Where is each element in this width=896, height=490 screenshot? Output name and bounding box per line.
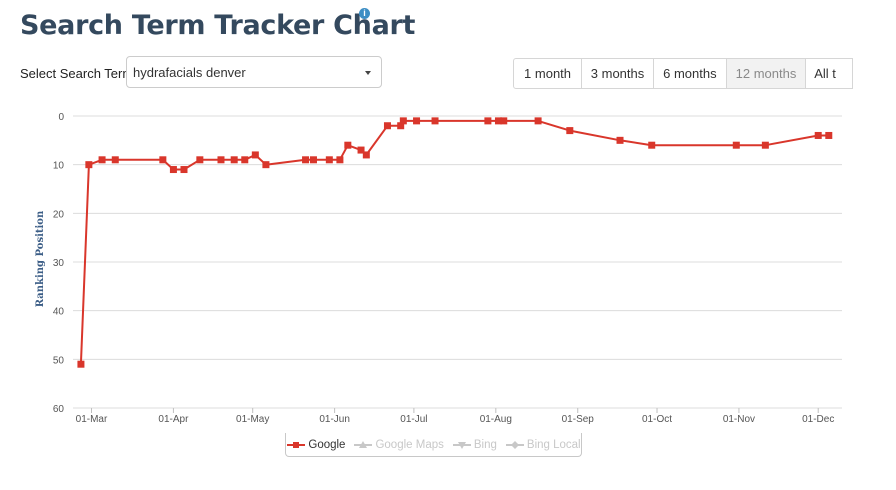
data-point[interactable]: [159, 156, 167, 164]
legend-marker-icon: [287, 441, 306, 448]
data-point[interactable]: [85, 161, 93, 169]
y-tick-label: 60: [53, 404, 65, 415]
range-3-months-button[interactable]: 3 months: [581, 58, 654, 89]
data-point[interactable]: [648, 141, 656, 149]
x-tick-label: 01-Sep: [562, 414, 595, 425]
legend-label: Bing: [473, 438, 497, 451]
y-axis-label: Ranking Position: [35, 210, 46, 307]
data-point[interactable]: [383, 122, 391, 130]
data-point[interactable]: [230, 156, 238, 164]
legend-label: Google: [308, 438, 346, 451]
data-point[interactable]: [325, 156, 333, 164]
chevron-down-icon: [365, 71, 371, 75]
data-point[interactable]: [761, 141, 769, 149]
data-point[interactable]: [302, 156, 310, 164]
y-tick-label: 40: [53, 307, 65, 318]
legend-item-bing[interactable]: Bing: [452, 438, 497, 452]
y-axis-ticks: 0 10 20 30 40 50 60: [53, 112, 65, 415]
legend-label: Google Maps: [375, 438, 444, 451]
data-point[interactable]: [431, 117, 439, 125]
y-tick-label: 10: [53, 161, 65, 172]
data-point[interactable]: [484, 117, 492, 125]
data-point[interactable]: [357, 146, 365, 154]
range-12-months-button[interactable]: 12 months: [725, 58, 807, 89]
range-6-months-button[interactable]: 6 months: [652, 58, 727, 89]
y-tick-label: 30: [53, 258, 65, 269]
legend-item-bing-local[interactable]: Bing Local: [505, 438, 581, 452]
data-point[interactable]: [534, 117, 542, 125]
data-point[interactable]: [196, 156, 204, 164]
x-tick-label: 01-Dec: [802, 414, 834, 425]
data-point[interactable]: [399, 117, 407, 125]
chart-legend: Google Google Maps Bing Bing Local: [285, 433, 582, 457]
x-axis-ticks: 01-Mar 01-Apr 01-May 01-Jun 01-Jul 01-Aug 01-S…: [76, 408, 834, 425]
legend-marker-icon: [354, 440, 373, 448]
data-point[interactable]: [814, 131, 822, 139]
data-point[interactable]: [616, 136, 624, 144]
data-point[interactable]: [309, 156, 317, 164]
page-title: Search Term Tracker Chart: [20, 10, 416, 41]
y-tick-label: 20: [53, 209, 65, 220]
legend-marker-icon: [452, 441, 471, 449]
data-point[interactable]: [262, 161, 270, 169]
range-all-time-button[interactable]: All t: [805, 58, 853, 89]
data-point[interactable]: [500, 117, 508, 125]
search-term-select[interactable]: hydrafacials denver: [126, 56, 382, 88]
y-tick-label: 50: [53, 355, 65, 366]
x-tick-label: 01-May: [236, 414, 269, 425]
data-point[interactable]: [397, 122, 405, 130]
search-term-value: hydrafacials denver: [133, 65, 246, 80]
data-point[interactable]: [732, 141, 740, 149]
data-point[interactable]: [566, 127, 574, 135]
x-tick-label: 01-Jul: [400, 414, 427, 425]
chart-grid: [73, 115, 842, 409]
x-tick-label: 01-Jun: [319, 414, 350, 425]
legend-label: Bing Local: [526, 438, 581, 451]
data-point[interactable]: [336, 156, 344, 164]
legend-item-google-maps[interactable]: Google Maps: [353, 438, 444, 452]
x-tick-label: 01-Apr: [158, 414, 189, 425]
range-1-month-button[interactable]: 1 month: [513, 58, 583, 89]
info-icon[interactable]: i: [359, 8, 370, 19]
x-tick-label: 01-Oct: [642, 414, 672, 425]
y-tick-label: 0: [58, 112, 64, 123]
search-term-label: Select Search Term:: [20, 66, 137, 81]
data-point[interactable]: [98, 156, 106, 164]
data-point[interactable]: [111, 156, 119, 164]
chart-series: [77, 117, 833, 368]
data-point[interactable]: [241, 156, 249, 164]
legend-marker-icon: [505, 440, 524, 449]
x-tick-label: 01-Mar: [76, 414, 108, 425]
data-point[interactable]: [825, 131, 833, 139]
data-point[interactable]: [251, 151, 259, 159]
data-point[interactable]: [413, 117, 421, 125]
data-point[interactable]: [344, 141, 352, 149]
series-line-google: [79, 119, 829, 365]
time-range-group: 1 month 3 months 6 months 12 months All …: [513, 58, 853, 89]
data-point[interactable]: [169, 166, 177, 174]
data-point[interactable]: [494, 117, 502, 125]
data-point[interactable]: [180, 166, 188, 174]
x-tick-label: 01-Nov: [723, 414, 755, 425]
data-point[interactable]: [77, 360, 85, 368]
data-point[interactable]: [217, 156, 225, 164]
x-tick-label: 01-Aug: [480, 414, 512, 425]
data-point[interactable]: [362, 151, 370, 159]
legend-item-google[interactable]: Google: [286, 438, 345, 452]
